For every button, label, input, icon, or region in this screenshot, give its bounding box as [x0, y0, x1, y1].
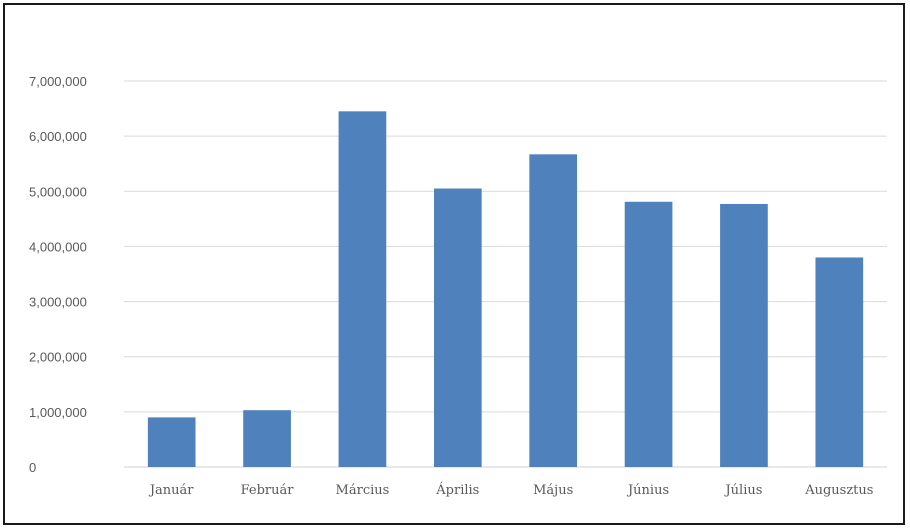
bar-Február — [243, 410, 291, 467]
x-axis: Január Február Március Április Május Június Jú… — [148, 482, 874, 498]
x-tick-label: Július — [723, 483, 762, 498]
x-tick-label: Február — [241, 483, 295, 498]
chart-frame: 0 1,000,000 2,000,000 3,000,000 4,000,000 5,0… — [3, 3, 905, 525]
y-tick-label: 3,000,000 — [29, 295, 87, 310]
y-tick-label: 2,000,000 — [29, 350, 87, 365]
y-tick-label: 0 — [29, 460, 36, 475]
x-tick-label: Január — [148, 483, 194, 498]
x-tick-label: Június — [626, 483, 669, 498]
y-tick-label: 4,000,000 — [29, 239, 87, 254]
y-tick-label: 1,000,000 — [29, 405, 87, 420]
x-tick-label: Április — [435, 482, 479, 498]
bar-Április — [433, 188, 482, 467]
bar-Augusztus — [815, 257, 864, 467]
bar-Január — [147, 417, 196, 467]
x-tick-label: Május — [533, 483, 573, 498]
x-tick-label: Augusztus — [804, 483, 873, 498]
bar-Június — [624, 201, 673, 467]
y-tick-label: 6,000,000 — [29, 129, 87, 144]
y-tick-label: 5,000,000 — [29, 184, 87, 199]
bar-Július — [720, 203, 768, 467]
gridlines — [124, 80, 887, 468]
y-tick-label: 7,000,000 — [29, 74, 87, 89]
y-axis: 0 1,000,000 2,000,000 3,000,000 4,000,000 5,0… — [29, 74, 87, 475]
x-tick-label: Március — [336, 483, 390, 498]
bar-chart: 0 1,000,000 2,000,000 3,000,000 4,000,000 5,0… — [29, 74, 887, 498]
bar-Május — [529, 154, 578, 467]
bars — [147, 111, 864, 467]
bar-Március — [338, 111, 387, 467]
